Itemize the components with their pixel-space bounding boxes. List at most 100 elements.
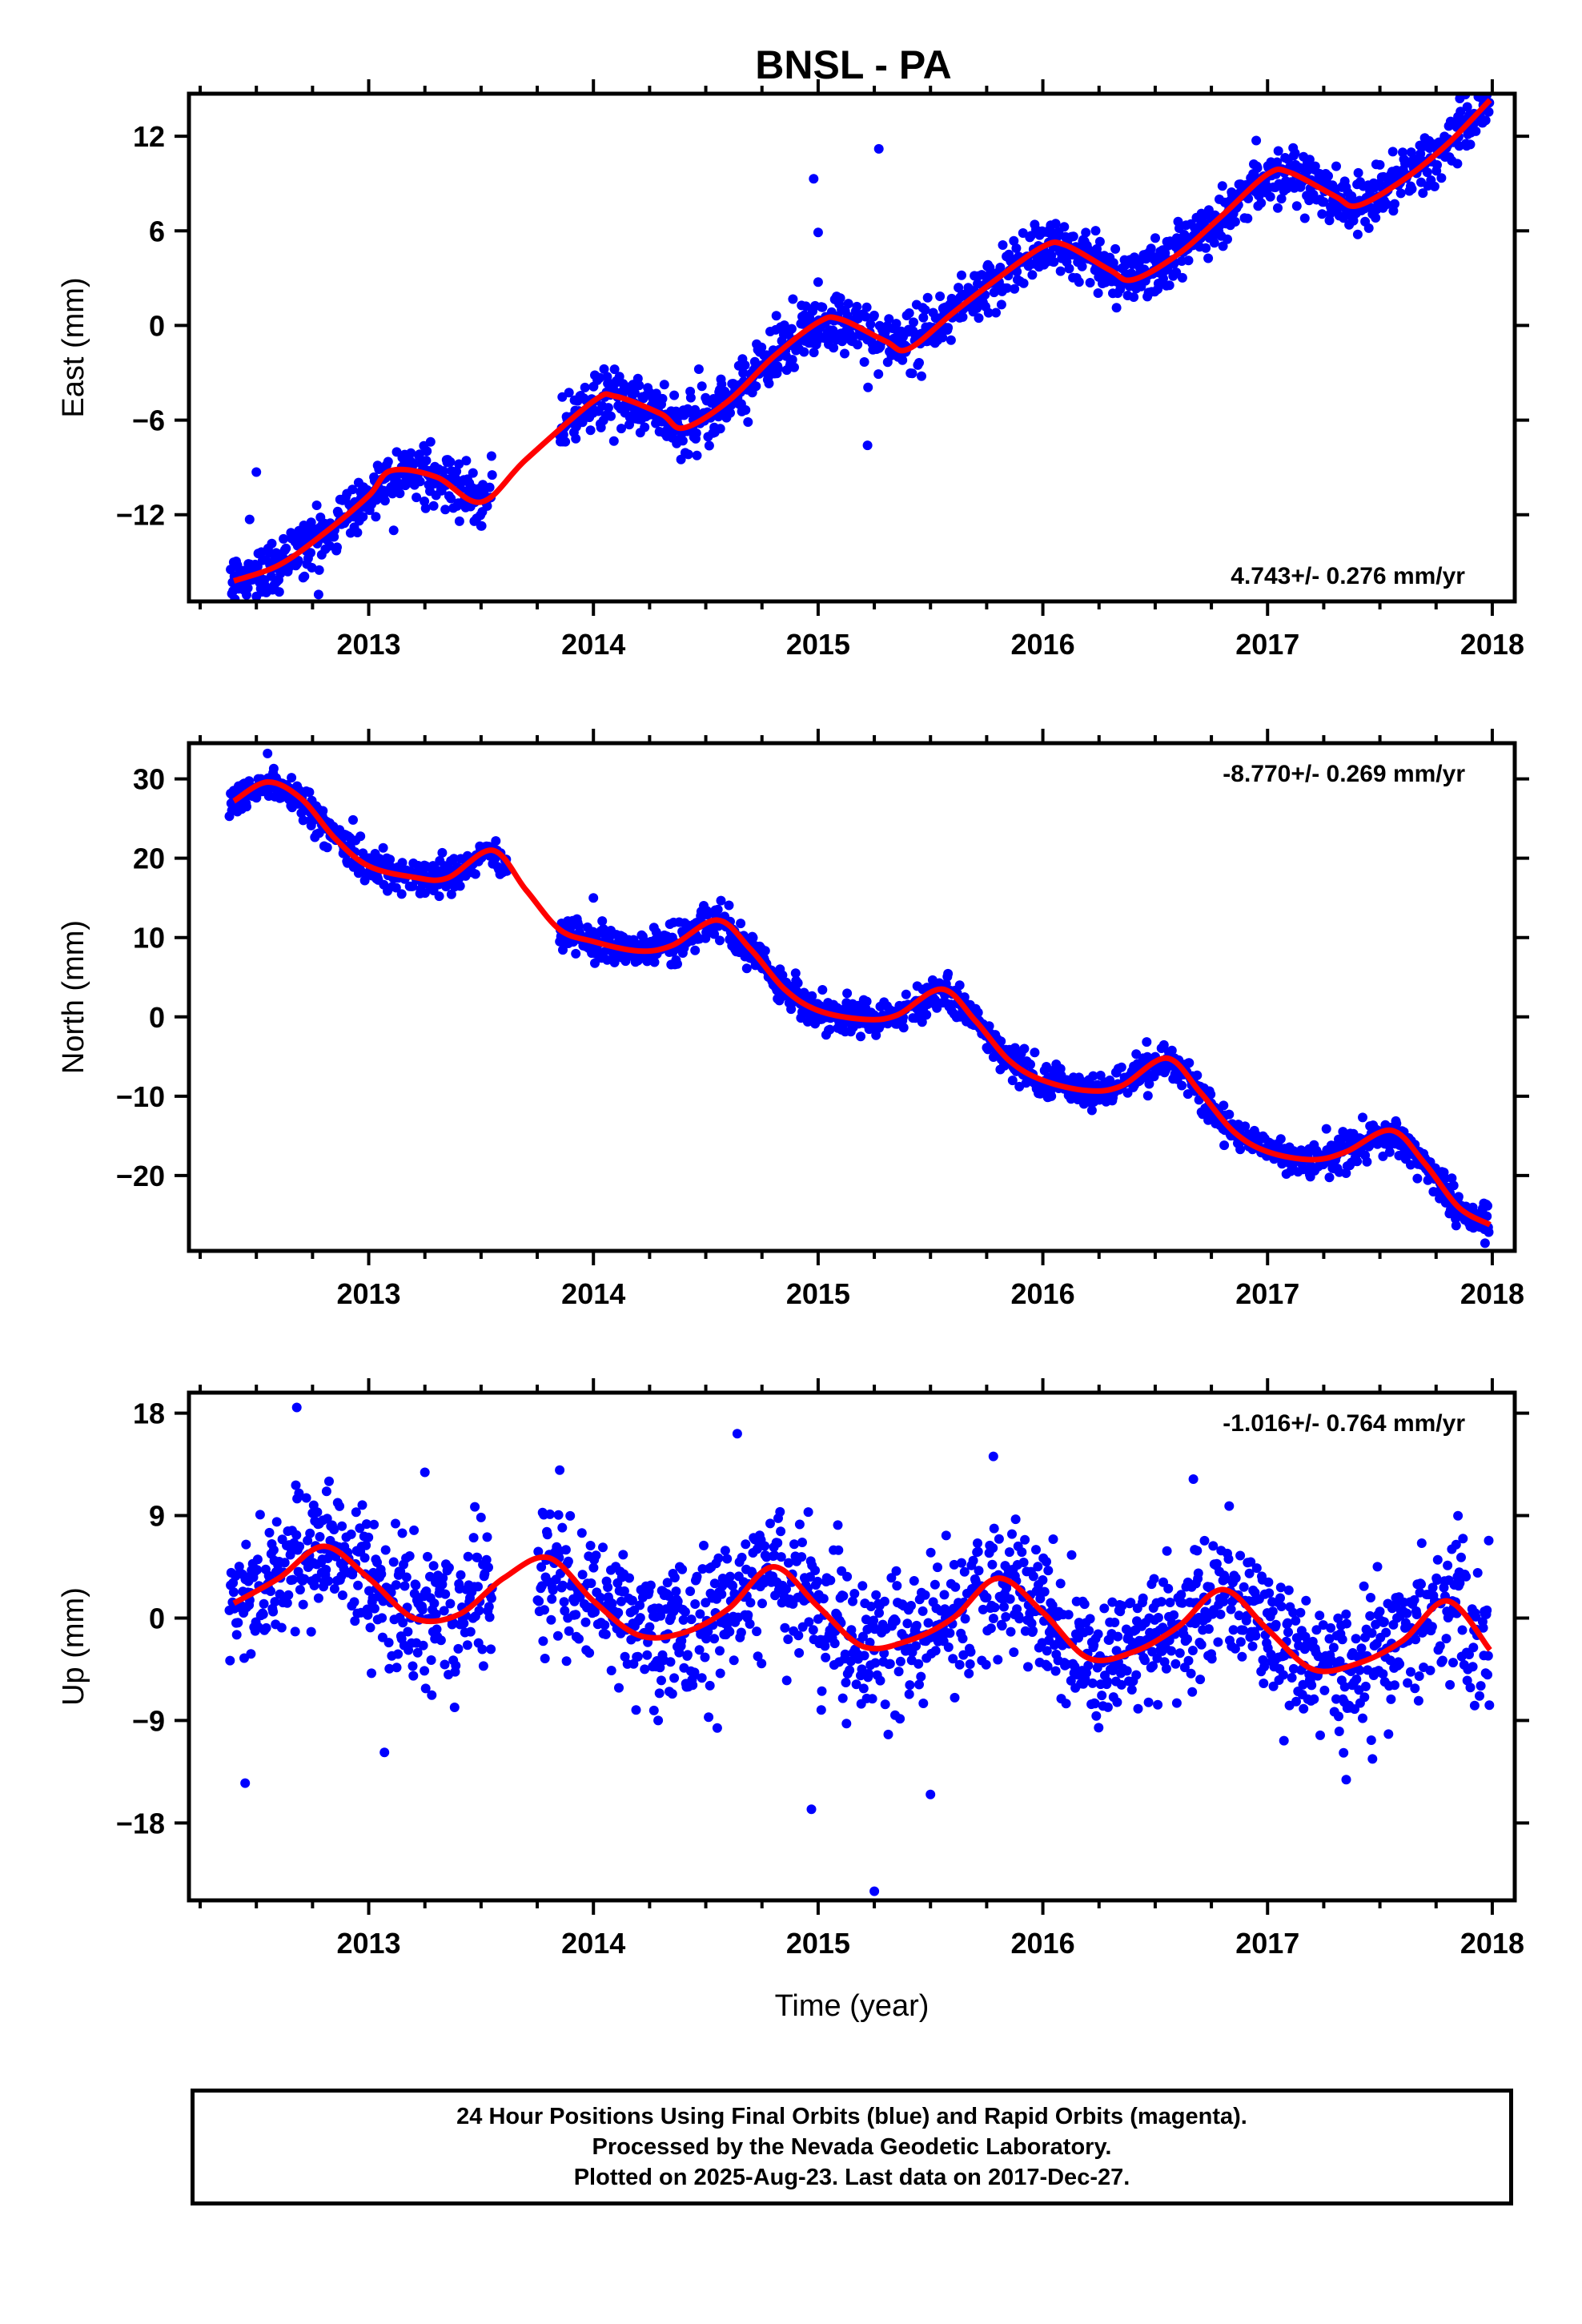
data-point: [709, 1578, 720, 1589]
data-point: [1117, 1601, 1127, 1611]
data-point: [1111, 1646, 1122, 1656]
data-point: [1122, 1666, 1132, 1676]
data-point: [1231, 1573, 1241, 1583]
data-point: [1335, 1656, 1345, 1667]
data-point: [995, 263, 1006, 272]
data-point: [624, 1573, 634, 1583]
data-point: [403, 1626, 413, 1637]
data-point: [1042, 1557, 1051, 1567]
data-point: [644, 1622, 655, 1632]
data-point: [751, 381, 761, 392]
data-point: [781, 1584, 791, 1594]
data-point: [869, 1615, 879, 1626]
data-point: [393, 1649, 404, 1659]
data-point: [1456, 107, 1466, 117]
data-point: [459, 1618, 469, 1629]
data-point: [1079, 1599, 1090, 1610]
data-point: [1186, 1668, 1196, 1679]
data-point: [1267, 1606, 1278, 1617]
data-point: [1121, 1624, 1131, 1634]
data-point: [361, 1519, 371, 1530]
data-point: [558, 945, 568, 955]
data-point: [805, 1572, 815, 1582]
data-point: [1278, 1670, 1288, 1680]
data-point: [741, 963, 752, 974]
y-tick-label: 6: [149, 215, 165, 247]
data-point: [717, 1589, 727, 1599]
data-point: [1174, 1648, 1185, 1659]
data-point: [1068, 231, 1078, 242]
data-point: [897, 355, 908, 365]
data-point: [533, 1546, 544, 1557]
data-point: [1170, 1659, 1181, 1669]
data-point: [1018, 278, 1029, 288]
data-point: [1273, 146, 1283, 156]
data-point: [1004, 1547, 1014, 1558]
data-point: [977, 270, 987, 280]
data-point: [973, 1538, 982, 1548]
data-point: [1171, 267, 1182, 278]
data-point: [1440, 1173, 1450, 1184]
data-point: [760, 946, 770, 956]
data-point: [943, 323, 954, 333]
data-point: [986, 1623, 996, 1634]
data-point: [1342, 1618, 1351, 1629]
data-point: [1480, 115, 1491, 126]
data-point: [1066, 1675, 1076, 1686]
data-point: [291, 1480, 301, 1490]
data-point: [304, 787, 315, 798]
data-point: [231, 1630, 242, 1640]
data-point: [651, 927, 661, 937]
data-point: [1171, 1698, 1182, 1708]
data-point: [861, 312, 871, 322]
data-point: [691, 428, 701, 438]
data-point: [1088, 1071, 1098, 1081]
data-point: [398, 1618, 408, 1628]
data-point: [1483, 1200, 1492, 1211]
data-point: [1244, 1568, 1255, 1578]
data-point: [1333, 1613, 1343, 1623]
east-rate-label: 4.743+/- 0.276 mm/yr: [1231, 563, 1465, 589]
data-point: [361, 1540, 371, 1550]
data-point: [1275, 1582, 1286, 1593]
data-point: [609, 957, 620, 967]
data-point: [418, 1640, 428, 1651]
data-point: [723, 1618, 733, 1628]
data-point: [1352, 1156, 1363, 1167]
data-point: [599, 364, 609, 374]
data-point: [842, 1571, 853, 1582]
data-point: [609, 364, 620, 375]
data-point: [1223, 234, 1232, 244]
data-point: [620, 1651, 630, 1662]
data-point: [1307, 1680, 1317, 1691]
data-point: [1362, 1156, 1372, 1167]
data-point: [335, 1501, 345, 1511]
data-point: [1465, 139, 1476, 150]
data-point: [917, 1606, 928, 1616]
data-point: [614, 372, 624, 382]
data-point: [1059, 222, 1070, 232]
data-point: [1351, 1674, 1362, 1684]
data-point: [1279, 1735, 1289, 1746]
data-point: [585, 425, 596, 436]
data-point: [484, 1562, 493, 1573]
data-point: [1291, 1696, 1301, 1707]
data-point: [945, 1628, 955, 1638]
data-point: [760, 1541, 770, 1551]
data-point: [1142, 1091, 1153, 1101]
data-point: [773, 1538, 783, 1548]
data-point: [724, 900, 734, 911]
data-point: [786, 324, 797, 334]
data-point: [863, 382, 873, 392]
data-point: [736, 1627, 746, 1638]
north-y-axis-label: North (mm): [57, 920, 90, 1074]
data-point: [849, 1589, 860, 1598]
data-point: [1055, 1578, 1066, 1589]
data-point: [669, 1673, 680, 1683]
data-point: [683, 449, 693, 460]
data-point: [918, 1699, 929, 1708]
data-point: [404, 1551, 415, 1561]
data-point: [600, 1620, 610, 1630]
data-point: [1055, 266, 1066, 276]
y-tick-label: 10: [133, 922, 165, 955]
